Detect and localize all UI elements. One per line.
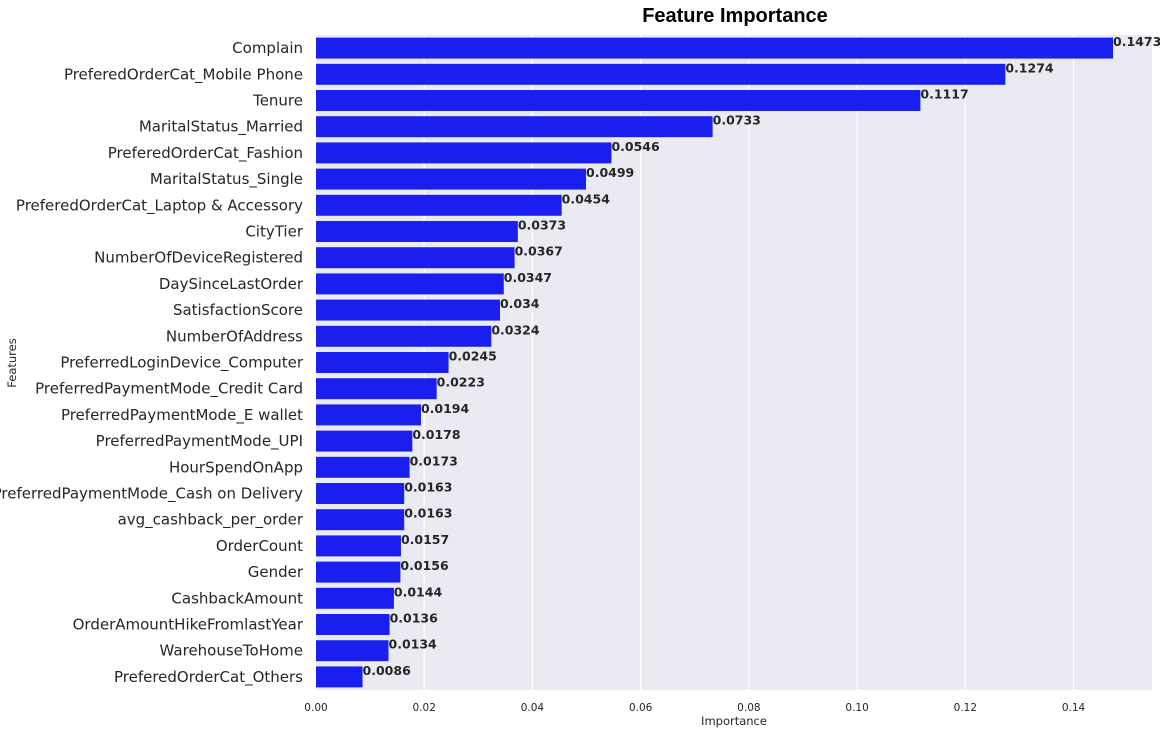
- bar: [316, 430, 413, 452]
- y-tick-label: MaritalStatus_Single: [150, 170, 303, 189]
- y-tick-label: HourSpendOnApp: [169, 458, 303, 476]
- value-label: 0.0223: [437, 375, 485, 390]
- y-tick-label: NumberOfAddress: [166, 327, 303, 345]
- y-tick-label: PreferredPaymentMode_E wallet: [61, 406, 303, 425]
- value-label: 0.0245: [449, 349, 497, 364]
- y-tick-label: PreferredLoginDevice_Computer: [60, 354, 304, 373]
- y-tick-label: NumberOfDeviceRegistered: [94, 249, 303, 267]
- value-label: 0.0173: [410, 453, 458, 468]
- value-label: 0.0163: [404, 506, 452, 521]
- y-tick-label: PreferredPaymentMode_Cash on Delivery: [0, 485, 303, 504]
- value-label: 0.0144: [394, 584, 443, 599]
- value-labels: 0.1473 0.1274 0.1117 0.0733 0.0546 0.0499 0.04…: [363, 34, 1160, 678]
- value-label: 0.0136: [390, 611, 439, 626]
- value-label: 0.0733: [713, 113, 761, 128]
- value-label: 0.0156: [400, 558, 449, 573]
- y-axis-label: Features: [5, 338, 19, 387]
- bar: [316, 640, 389, 662]
- bar: [316, 63, 1006, 85]
- value-label: 0.1274: [1005, 60, 1054, 75]
- value-label: 0.0324: [491, 322, 540, 337]
- y-tick-label: CityTier: [245, 223, 303, 241]
- y-tick-label: PreferredPaymentMode_UPI: [96, 432, 303, 451]
- x-tick-label: 0.10: [845, 702, 868, 714]
- y-tick-label: Complain: [232, 39, 303, 57]
- y-tick-label: Tenure: [252, 92, 303, 110]
- bar: [316, 404, 421, 426]
- bar: [316, 561, 401, 583]
- bars: [316, 37, 1114, 688]
- bar: [316, 535, 401, 557]
- bar: [316, 299, 500, 321]
- y-tick-label: MaritalStatus_Married: [139, 118, 303, 137]
- value-label: 0.0367: [515, 244, 563, 259]
- value-label: 0.0163: [404, 480, 452, 495]
- bar: [316, 221, 518, 242]
- x-tick-label: 0.02: [413, 702, 436, 714]
- bar: [316, 194, 562, 216]
- x-tick-label: 0.06: [629, 702, 653, 714]
- y-tick-label: OrderCount: [216, 537, 303, 555]
- y-tick-label: PreferedOrderCat_Laptop & Accessory: [16, 196, 303, 215]
- bar: [316, 509, 405, 531]
- bar: [316, 483, 405, 504]
- bar: [316, 456, 410, 478]
- value-label: 0.0134: [389, 637, 438, 652]
- chart-title: Feature Importance: [642, 5, 828, 27]
- bar: [316, 142, 612, 164]
- value-label: 0.0499: [586, 165, 634, 180]
- value-label: 0.0454: [562, 191, 611, 206]
- bar: [316, 247, 515, 269]
- y-tick-label: PreferedOrderCat_Fashion: [108, 144, 303, 163]
- value-label: 0.0086: [363, 663, 412, 678]
- value-label: 0.0178: [412, 427, 460, 442]
- bar: [316, 614, 390, 635]
- x-axis-label: Importance: [701, 714, 767, 728]
- y-tick-label: DaySinceLastOrder: [159, 275, 304, 293]
- bar: [316, 666, 363, 688]
- x-tick-labels: 0.00 0.02 0.04 0.06 0.08 0.10 0.12 0.14: [304, 702, 1085, 714]
- value-label: 0.034: [500, 296, 540, 311]
- value-label: 0.0157: [401, 532, 449, 547]
- y-tick-label: PreferedOrderCat_Mobile Phone: [64, 65, 303, 84]
- y-tick-label: avg_cashback_per_order: [118, 511, 304, 530]
- value-label: 0.1473: [1113, 34, 1160, 49]
- x-tick-label: 0.04: [521, 702, 545, 714]
- y-tick-label: Gender: [248, 563, 304, 581]
- bar: [316, 168, 587, 190]
- y-tick-label: PreferredPaymentMode_Credit Card: [35, 380, 303, 399]
- bar: [316, 90, 921, 111]
- value-label: 0.0373: [518, 218, 566, 233]
- y-tick-label: CashbackAmount: [171, 589, 303, 607]
- bar: [316, 116, 713, 138]
- y-tick-labels: Complain PreferedOrderCat_Mobile Phone Ten…: [0, 39, 304, 687]
- value-label: 0.0347: [504, 270, 552, 285]
- bar: [316, 325, 492, 347]
- y-tick-label: PreferedOrderCat_Others: [114, 668, 303, 687]
- y-tick-label: SatisfactionScore: [173, 301, 303, 319]
- value-label: 0.0546: [611, 139, 660, 154]
- bar: [316, 37, 1114, 59]
- x-tick-label: 0.12: [954, 702, 977, 714]
- bar: [316, 587, 394, 609]
- bar: [316, 352, 449, 373]
- x-tick-label: 0.00: [304, 702, 327, 714]
- bar: [316, 378, 437, 400]
- x-tick-label: 0.14: [1062, 702, 1086, 714]
- value-label: 0.1117: [920, 87, 968, 102]
- value-label: 0.0194: [421, 401, 470, 416]
- x-tick-label: 0.08: [737, 702, 760, 714]
- bar: [316, 273, 504, 295]
- y-tick-label: WarehouseToHome: [160, 642, 303, 660]
- y-tick-label: OrderAmountHikeFromlastYear: [73, 616, 304, 634]
